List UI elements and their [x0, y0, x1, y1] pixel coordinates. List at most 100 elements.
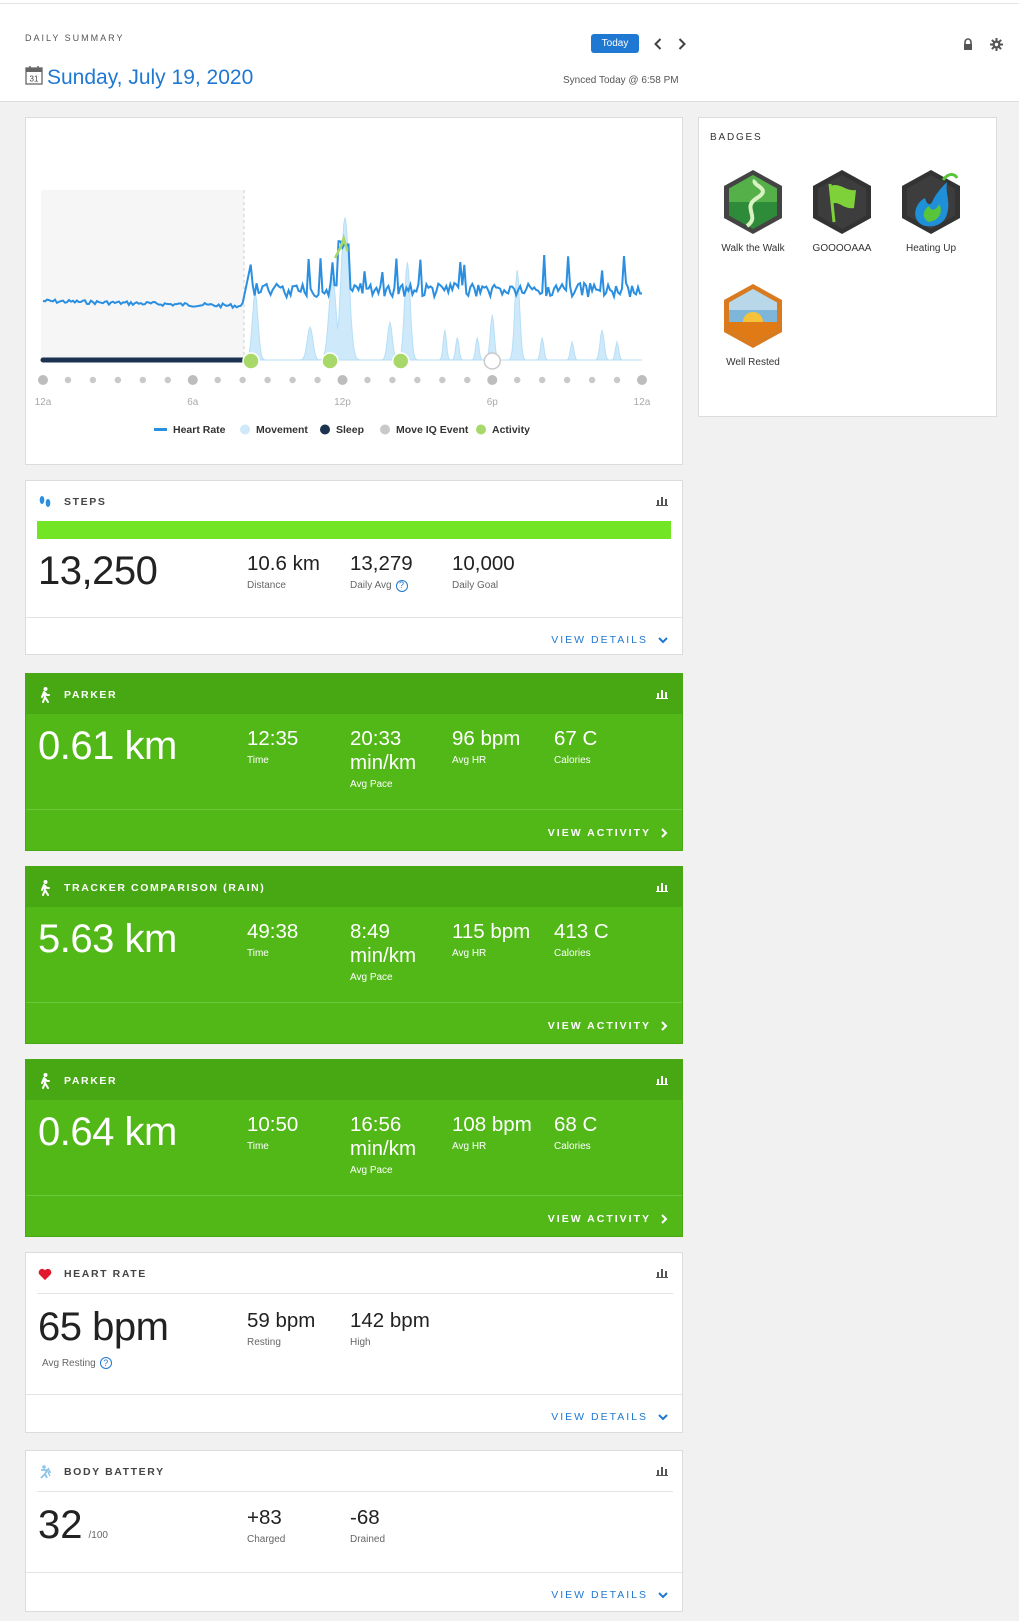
stat-value: 16:56 min/km	[350, 1113, 417, 1160]
activity-calories-stat: 67 C Calories	[554, 727, 597, 767]
activity-title: PARKER	[64, 689, 118, 701]
divider	[26, 1195, 682, 1196]
x-tick-label: 12p	[334, 397, 351, 408]
legend-label: Sleep	[336, 424, 364, 436]
movement-area	[247, 217, 642, 361]
stat-label: Time	[247, 1141, 269, 1152]
body-battery-header: BODY BATTERY	[38, 1465, 165, 1479]
flag-badge-icon	[813, 170, 871, 234]
divider	[26, 1394, 682, 1395]
stat-value: 12:35	[247, 727, 299, 750]
move-iq-event-marker	[483, 352, 501, 370]
chevron-down-icon	[658, 636, 668, 644]
view-details-link[interactable]: VIEW DETAILS	[551, 634, 668, 646]
stat-label: Calories	[554, 755, 591, 766]
walking-icon	[38, 687, 52, 703]
time-tick-dot	[187, 375, 198, 385]
stat-label: Charged	[247, 1534, 286, 1545]
legend-label: Heart Rate	[173, 424, 226, 436]
stat-label: Avg HR	[452, 948, 487, 959]
link-label: VIEW ACTIVITY	[547, 1213, 651, 1225]
help-icon[interactable]: ?	[99, 1357, 112, 1369]
heart-rate-peak	[333, 233, 349, 259]
view-activity-link[interactable]: VIEW ACTIVITY	[548, 1213, 668, 1225]
legend-swatch	[240, 424, 250, 435]
bar-chart-icon[interactable]	[656, 879, 670, 893]
walk-the-walk-badge-icon	[724, 170, 782, 234]
badge-label: GOOOOAAA	[812, 243, 872, 254]
badge-walk-the-walk[interactable]: Walk the Walk	[713, 168, 793, 258]
stat-value: 108 bpm	[452, 1113, 532, 1136]
view-details-link[interactable]: VIEW DETAILS	[551, 1589, 668, 1601]
time-tick-dot	[64, 376, 72, 384]
time-tick-dot	[439, 376, 446, 384]
timeline-svg: 12a 6a 12p 6p 12a Heart Rate Movement Sleep Mov…	[35, 190, 651, 436]
gear-icon[interactable]	[990, 38, 1004, 52]
help-icon[interactable]: ?	[395, 579, 408, 592]
badge-heating-up[interactable]: Heating Up	[891, 168, 971, 258]
x-tick-label: 12a	[634, 397, 651, 408]
sunrise-badge-icon	[724, 284, 782, 348]
chevron-right-icon	[678, 38, 686, 50]
steps-progress-track	[37, 521, 671, 539]
steps-daily-avg-stat: 13,279 Daily Avg ?	[350, 552, 413, 592]
stat-value: 96 bpm	[452, 727, 521, 750]
stat-label: Time	[247, 948, 269, 959]
bar-chart-icon[interactable]	[656, 1463, 670, 1477]
next-day-button[interactable]	[674, 34, 690, 54]
stat-value: 8:49 min/km	[350, 920, 417, 967]
divider	[37, 1293, 673, 1294]
avg-resting-row: Avg Resting ?	[42, 1357, 112, 1369]
activity-pace-stat: 8:49 min/km Avg Pace	[350, 920, 430, 984]
stat-value: 10,000	[452, 552, 515, 575]
stat-value: 115 bpm	[452, 920, 531, 943]
activity-card[interactable]: PARKER 0.64 km 10:50 Time 16:56 min/km A…	[25, 1059, 683, 1237]
calendar-icon[interactable]: 31	[25, 65, 43, 90]
activity-card[interactable]: TRACKER COMPARISON (RAIN) 5.63 km 49:38 …	[25, 866, 683, 1044]
resting-hr-stat: 59 bpm Resting	[247, 1309, 315, 1349]
charged-stat: +83 Charged	[247, 1506, 285, 1546]
time-tick-dot	[89, 376, 97, 384]
body-battery-value-row: 32 /100	[38, 1503, 108, 1548]
view-activity-link[interactable]: VIEW ACTIVITY	[548, 1020, 668, 1032]
stat-label: Calories	[554, 948, 591, 959]
stat-label-row: Daily Avg ?	[350, 579, 413, 592]
activity-event-marker	[391, 352, 410, 370]
bar-chart-icon[interactable]	[656, 1072, 670, 1086]
time-tick-dot	[514, 376, 521, 384]
view-activity-link[interactable]: VIEW ACTIVITY	[548, 827, 668, 839]
steps-title: STEPS	[64, 496, 107, 508]
legend-swatch	[154, 428, 167, 431]
time-tick-dot	[337, 375, 348, 385]
view-details-link[interactable]: VIEW DETAILS	[551, 1411, 668, 1423]
time-tick-dot	[487, 375, 498, 385]
body-battery-value: 32	[38, 1503, 83, 1547]
lock-icon[interactable]	[962, 38, 976, 52]
chevron-left-icon	[654, 38, 662, 50]
stat-label: Daily Goal	[452, 580, 499, 591]
time-tick-dot	[239, 376, 246, 384]
stat-label: Distance	[247, 580, 286, 591]
activity-card[interactable]: PARKER 0.61 km 12:35 Time 20:33 min/km A…	[25, 673, 683, 851]
body-battery-title: BODY BATTERY	[64, 1466, 165, 1478]
bar-chart-icon[interactable]	[656, 1265, 670, 1279]
badge-well-rested[interactable]: Well Rested	[713, 282, 793, 372]
badge-goooooaaa[interactable]: GOOOOAAA	[802, 168, 882, 258]
prev-day-button[interactable]	[650, 34, 666, 54]
stat-value: 142 bpm	[350, 1309, 430, 1332]
stat-label: Avg HR	[452, 1141, 487, 1152]
badges-card: BADGES Walk the Walk GOOOOAAA Heating Up	[698, 117, 997, 417]
activity-header-band	[26, 867, 682, 907]
time-tick-dot	[139, 376, 147, 384]
today-button[interactable]: Today	[591, 34, 639, 53]
stat-value: 59 bpm	[247, 1309, 316, 1332]
stat-label: High	[350, 1337, 371, 1348]
page-title[interactable]: Sunday, July 19, 2020	[47, 65, 254, 89]
bar-chart-icon[interactable]	[656, 686, 670, 700]
bar-chart-icon[interactable]	[656, 493, 670, 507]
activity-time-stat: 12:35 Time	[247, 727, 298, 767]
daily-timeline-chart[interactable]: 12a 6a 12p 6p 12a Heart Rate Movement Sleep Mov…	[25, 117, 683, 465]
time-tick-dot	[538, 376, 546, 384]
time-tick-dot	[389, 376, 396, 384]
activity-header: PARKER	[38, 687, 118, 703]
